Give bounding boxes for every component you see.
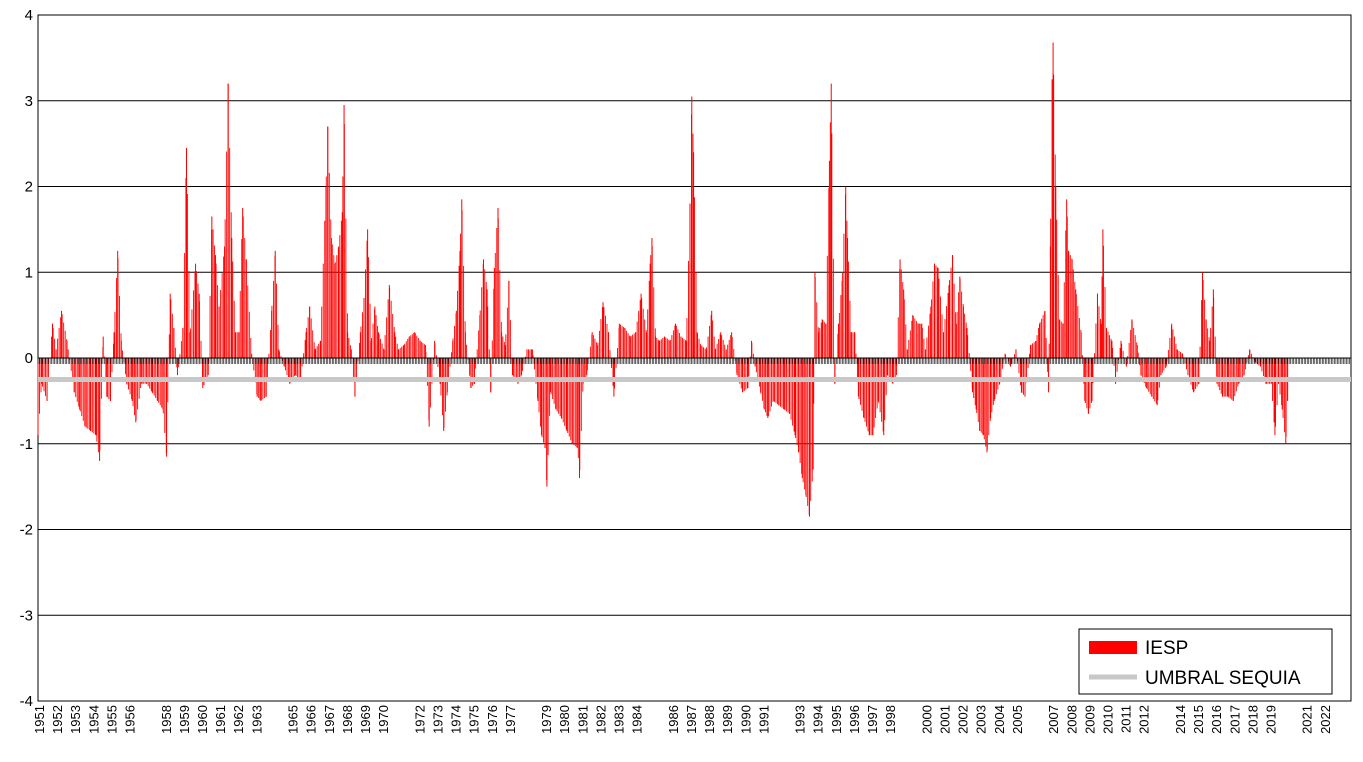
y-tick-label: -2 (20, 522, 33, 539)
x-tick-label: 2009 (1082, 705, 1097, 734)
x-tick-label: 1991 (756, 705, 771, 734)
x-tick-label: 1990 (738, 705, 753, 734)
legend-label-umbral: UMBRAL SEQUIA (1145, 668, 1301, 689)
x-tick-label: 2014 (1173, 705, 1188, 734)
y-tick-label: 4 (25, 7, 33, 24)
legend-swatch-iesp (1089, 641, 1137, 654)
x-tick-label: 1952 (50, 705, 65, 734)
x-tick-label: 2021 (1300, 705, 1315, 734)
y-tick-label: -4 (20, 693, 33, 710)
y-tick-label: 3 (25, 93, 33, 110)
x-tick-label: 1983 (612, 705, 627, 734)
x-tick-label: 1974 (449, 705, 464, 734)
y-tick-label: 2 (25, 179, 33, 196)
x-tick-label: 1972 (412, 705, 427, 734)
x-tick-label: 2015 (1191, 705, 1206, 734)
x-tick-label: 1954 (86, 705, 101, 734)
x-tick-label: 1979 (539, 705, 554, 734)
x-tick-label: 1969 (358, 705, 373, 734)
x-tick-label: 1984 (630, 705, 645, 734)
zero-axis-layer (37, 357, 1352, 364)
x-tick-label: 1965 (286, 705, 301, 734)
x-tick-label: 1977 (503, 705, 518, 734)
x-tick-label: 1995 (829, 705, 844, 734)
x-tick-label: 1963 (249, 705, 264, 734)
x-tick-label: 1956 (123, 705, 138, 734)
x-tick-label: 1986 (666, 705, 681, 734)
x-tick-label: 1996 (847, 705, 862, 734)
x-tick-label: 1989 (720, 705, 735, 734)
x-tick-label: 2010 (1101, 705, 1116, 734)
y-tick-label: -3 (20, 607, 33, 624)
x-axis-ticks: 1951 1952 1953 1954 1955 1956 1958 1959 1960 1961… (32, 705, 1333, 734)
x-tick-label: 2005 (1010, 705, 1025, 734)
x-tick-label: 1975 (467, 705, 482, 734)
y-axis-ticks: 4 3 2 1 0 -1 -2 -3 -4 (20, 7, 33, 710)
x-tick-label: 1981 (575, 705, 590, 734)
x-tick-label: 1973 (430, 705, 445, 734)
y-tick-label: -1 (20, 436, 33, 453)
x-tick-label: 1959 (177, 705, 192, 734)
legend: IESP UMBRAL SEQUIA (1078, 628, 1333, 695)
x-tick-label: 1967 (322, 705, 337, 734)
x-tick-label: 1976 (485, 705, 500, 734)
x-tick-label: 1988 (702, 705, 717, 734)
x-tick-label: 2000 (919, 705, 934, 734)
y-tick-label: 1 (25, 264, 33, 281)
x-tick-label: 2008 (1064, 705, 1079, 734)
x-tick-label: 2011 (1119, 705, 1134, 733)
x-tick-label: 2019 (1264, 705, 1279, 734)
x-tick-label: 2017 (1227, 705, 1242, 734)
x-tick-label: 2016 (1209, 705, 1224, 734)
legend-label-iesp: IESP (1145, 638, 1188, 659)
x-tick-label: 2007 (1046, 705, 1061, 734)
x-tick-label: 2022 (1318, 705, 1333, 734)
x-tick-label: 2002 (956, 705, 971, 734)
x-tick-label: 1994 (811, 705, 826, 734)
x-tick-label: 1993 (793, 705, 808, 734)
x-tick-label: 1958 (159, 705, 174, 734)
x-tick-label: 1951 (32, 705, 47, 734)
x-tick-label: 1968 (340, 705, 355, 734)
x-tick-label: 1955 (104, 705, 119, 734)
x-tick-label: 2004 (992, 705, 1007, 734)
x-tick-label: 1997 (865, 705, 880, 734)
x-tick-label: 1961 (213, 705, 228, 734)
y-tick-label: 0 (25, 350, 33, 367)
x-tick-label: 1953 (68, 705, 83, 734)
x-tick-label: 1970 (376, 705, 391, 734)
x-tick-label: 2018 (1245, 705, 1260, 734)
x-tick-label: 1998 (883, 705, 898, 734)
x-tick-label: 2012 (1137, 705, 1152, 734)
x-tick-label: 2003 (974, 705, 989, 734)
x-tick-label: 1962 (231, 705, 246, 734)
x-tick-label: 1960 (195, 705, 210, 734)
iesp-bars (37, 42, 1289, 517)
x-tick-label: 1966 (304, 705, 319, 734)
x-tick-label: 1980 (557, 705, 572, 734)
x-tick-label: 1987 (684, 705, 699, 734)
x-tick-label: 2001 (938, 705, 953, 734)
legend-box (1078, 628, 1333, 695)
x-tick-label: 1982 (593, 705, 608, 734)
